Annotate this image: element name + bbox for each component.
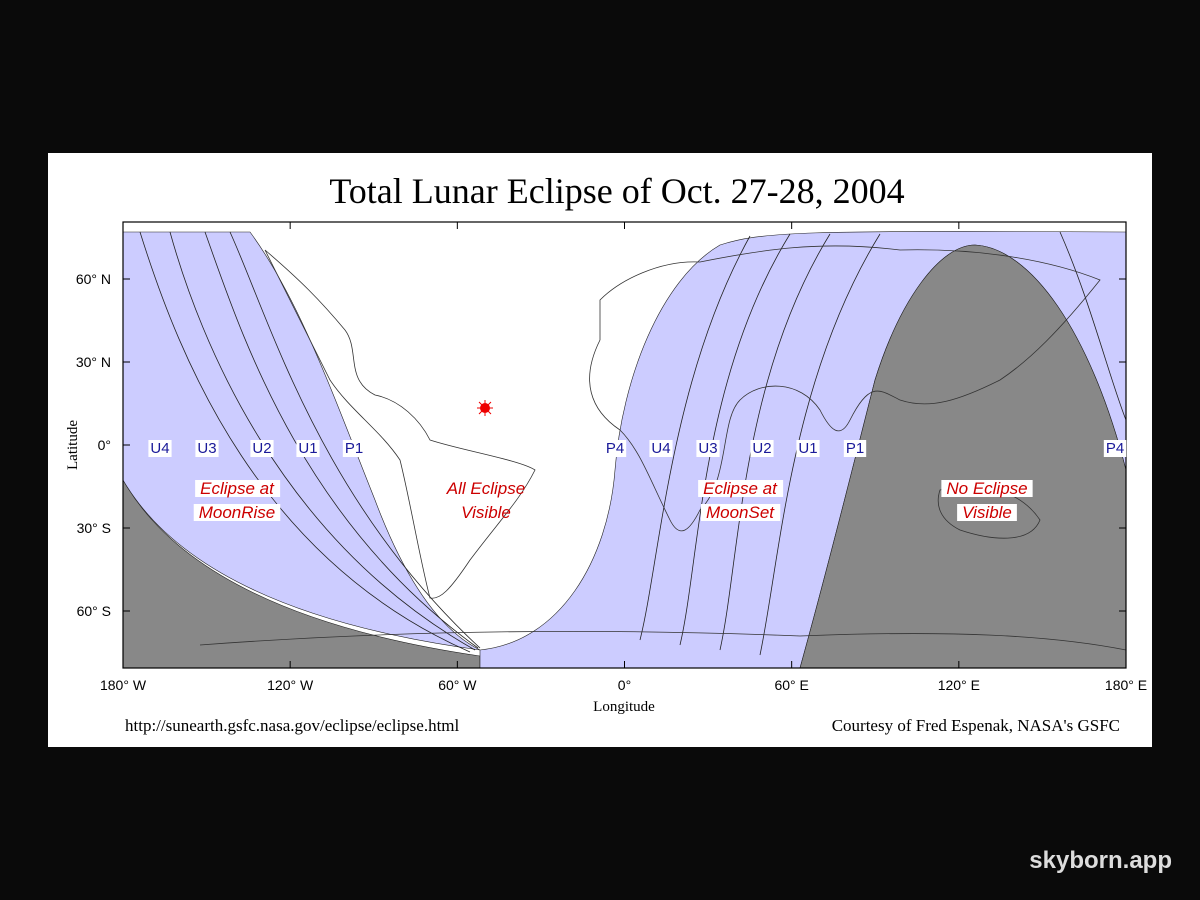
x-tick-label: 0°	[618, 677, 631, 693]
contact-label-bg	[148, 440, 172, 457]
y-tick-label: 30° S	[77, 520, 111, 536]
region-label: MoonSet	[706, 503, 775, 522]
x-tick-label: 60° W	[438, 677, 477, 693]
credit: Courtesy of Fred Espenak, NASA's GSFC	[832, 716, 1120, 735]
x-axis-label: Longitude	[593, 699, 655, 715]
contact-labels: U4 U3 U2 U1 P1 P4 U4 U3 U2 U1 P1 P4	[148, 440, 1127, 457]
x-tick-label: 120° E	[938, 677, 980, 693]
region-label: Eclipse at	[200, 479, 275, 498]
y-tick-label: 0°	[98, 437, 111, 453]
region-labels: Eclipse at MoonRise All Eclipse Visible Ecli…	[193, 479, 1033, 522]
source-url: http://sunearth.gsfc.nasa.gov/eclipse/ec…	[125, 716, 460, 735]
region-label-bg	[957, 504, 1017, 521]
title: Total Lunar Eclipse of Oct. 27-28, 2004	[329, 171, 904, 211]
region-label-bg	[698, 480, 784, 497]
region-label-bg	[700, 504, 781, 521]
region-label: Eclipse at	[703, 479, 778, 498]
x-tick-label: 60° E	[774, 677, 808, 693]
contact-label: U2	[252, 440, 271, 457]
contact-label: U4	[651, 440, 670, 457]
contact-label-bg	[696, 440, 720, 457]
y-axis-label: Latitude	[65, 420, 81, 470]
region-label: Visible	[461, 503, 511, 522]
contact-label: U3	[197, 440, 216, 457]
contact-label: P1	[345, 440, 363, 457]
region-label: MoonRise	[199, 503, 276, 522]
contact-label: U1	[798, 440, 817, 457]
contact-label-bg	[843, 440, 867, 457]
coastlines	[199, 245, 1127, 651]
contact-label: P1	[846, 440, 864, 457]
contact-label-bg	[603, 440, 627, 457]
x-axis: 180° W 120° W 60° W 0° 60° E 120° E 180° E	[100, 222, 1147, 693]
x-tick-label: 180° E	[1105, 677, 1147, 693]
contact-label-bg	[296, 440, 320, 457]
contact-label-bg	[1103, 440, 1127, 457]
region-label-bg	[941, 480, 1033, 497]
contact-label-bg	[342, 440, 366, 457]
contact-label-bg	[250, 440, 274, 457]
contact-label: U2	[752, 440, 771, 457]
watermark: skyborn.app	[1029, 847, 1172, 874]
x-tick-label: 180° W	[100, 677, 147, 693]
contact-label: P4	[606, 440, 624, 457]
x-tick-label: 120° W	[267, 677, 314, 693]
region-label-bg	[195, 480, 281, 497]
y-axis: 60° N 30° N 0° 30° S 60° S	[76, 271, 1126, 619]
region-label: All Eclipse	[446, 479, 525, 498]
region-label: Visible	[962, 503, 1012, 522]
no-eclipse-east	[799, 244, 1127, 669]
y-tick-label: 30° N	[76, 354, 111, 370]
contact-label: U3	[698, 440, 717, 457]
contact-label: U4	[150, 440, 169, 457]
eclipse-point	[477, 400, 493, 416]
contact-label: P4	[1106, 440, 1124, 457]
contact-label: U1	[298, 440, 317, 457]
contact-label-bg	[750, 440, 774, 457]
contact-label-bg	[796, 440, 820, 457]
region-label-bg	[193, 504, 281, 521]
contact-label-bg	[649, 440, 673, 457]
y-tick-label: 60° S	[77, 603, 111, 619]
no-eclipse-west	[122, 478, 481, 669]
region-label: No Eclipse	[946, 479, 1027, 498]
contact-label-bg	[195, 440, 219, 457]
y-tick-label: 60° N	[76, 271, 111, 287]
